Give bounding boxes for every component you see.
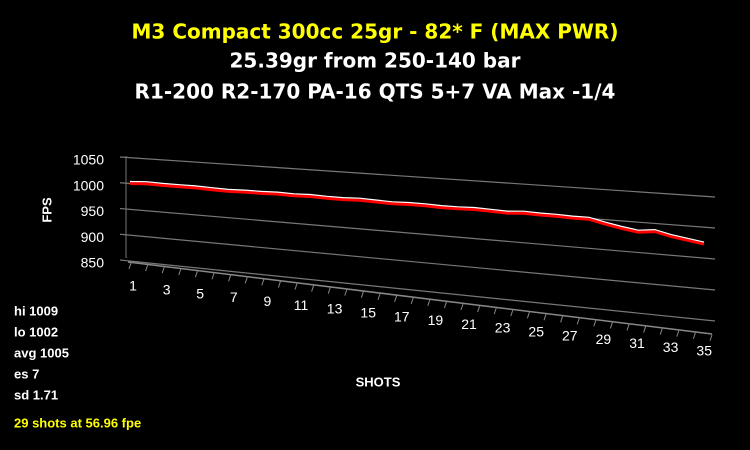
annotation: hi 1009 [14, 303, 58, 318]
x-tick-label: 31 [629, 335, 645, 351]
x-tick [344, 289, 348, 296]
x-tick [277, 281, 281, 288]
x-tick-label: 7 [230, 289, 238, 305]
x-tick [311, 285, 315, 292]
grid-line [119, 156, 716, 198]
y-tick-label: 900 [81, 229, 105, 245]
x-tick [709, 334, 713, 341]
x-tick [194, 271, 198, 278]
x-tick [261, 279, 265, 286]
annotation: sd 1.71 [14, 387, 58, 402]
x-tick-label: 19 [428, 312, 444, 328]
annotation: avg 1005 [14, 345, 69, 360]
y-tick-label: 1000 [73, 177, 104, 193]
x-tick [593, 320, 597, 327]
x-tick [526, 312, 530, 319]
y-tick-label: 850 [81, 255, 105, 271]
chart-title: M3 Compact 300cc 25gr - 82* F (MAX PWR) [132, 20, 619, 44]
x-tick [427, 299, 431, 307]
chart-subtitle: R1-200 R2-170 PA-16 QTS 5+7 VA Max -1/4 [135, 80, 616, 104]
chart-subtitle: 25.39gr from 250-140 bar [230, 49, 521, 73]
x-tick [560, 316, 564, 323]
x-tick-label: 17 [394, 308, 410, 324]
x-axis-label: SHOTS [356, 374, 401, 389]
x-tick [443, 301, 447, 309]
x-tick-label: 21 [461, 316, 477, 332]
x-tick [576, 318, 580, 325]
x-tick [460, 303, 464, 311]
x-tick-label: 23 [495, 320, 511, 336]
x-tick [178, 268, 182, 276]
x-tick [377, 293, 381, 300]
x-tick-label: 33 [663, 339, 679, 355]
x-tick [360, 291, 364, 298]
series-line-highlight [129, 180, 705, 243]
x-tick [145, 264, 149, 272]
x-tick-label: 11 [294, 297, 309, 313]
annotation: 29 shots at 56.96 fpe [14, 415, 141, 430]
y-tick-label: 1050 [73, 152, 104, 168]
floor-edge [127, 261, 713, 335]
x-tick-label: 27 [562, 327, 578, 343]
y-axis-label: FPS [39, 197, 54, 223]
annotation: es 7 [14, 366, 39, 381]
annotation: lo 1002 [14, 324, 58, 339]
x-tick [128, 262, 132, 270]
x-tick-label: 5 [196, 285, 204, 301]
x-tick [626, 324, 630, 331]
x-tick [294, 283, 298, 290]
x-tick [643, 326, 647, 333]
y-tick-label: 950 [81, 203, 105, 219]
x-tick-label: 1 [129, 278, 137, 294]
x-tick [228, 275, 232, 282]
x-tick [543, 314, 547, 321]
x-tick [211, 273, 215, 280]
x-tick [659, 328, 663, 335]
x-tick [609, 322, 613, 329]
x-tick-label: 3 [163, 282, 171, 298]
x-tick [161, 266, 165, 274]
grid-line [119, 259, 716, 322]
x-tick-label: 25 [528, 324, 544, 340]
x-tick [410, 297, 414, 305]
x-tick-label: 35 [696, 343, 712, 359]
x-tick-label: 15 [360, 304, 376, 320]
x-tick [327, 287, 331, 294]
grid-line [119, 233, 716, 291]
x-tick [510, 309, 514, 317]
x-tick [692, 332, 696, 339]
series-line [129, 182, 705, 246]
x-tick [477, 305, 481, 313]
x-tick-label: 13 [327, 301, 343, 317]
x-tick-label: 9 [264, 293, 272, 309]
x-tick [244, 277, 248, 284]
grid-line [119, 207, 716, 260]
x-tick [493, 307, 497, 315]
x-tick [676, 330, 680, 337]
x-tick [394, 295, 398, 302]
x-tick-label: 29 [596, 331, 612, 347]
